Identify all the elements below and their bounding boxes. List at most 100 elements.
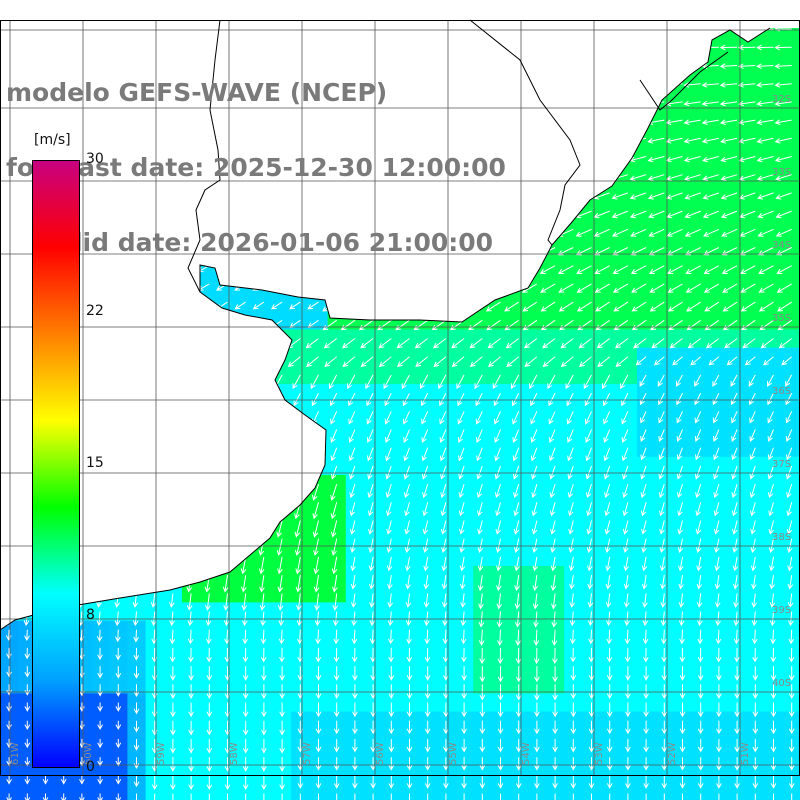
wind-arrow: [621, 411, 629, 425]
wind-arrow: [406, 720, 413, 735]
wind-cell: [546, 329, 565, 349]
wind-cell: [746, 147, 765, 167]
wind-arrow: [512, 447, 520, 462]
wind-arrow: [97, 684, 103, 697]
wind-cell: [709, 111, 729, 130]
wind-arrow: [643, 757, 649, 771]
wind-arrow: [657, 374, 665, 387]
wind-arrow: [115, 702, 122, 712]
wind-arrow: [552, 775, 558, 789]
wind-arrow: [206, 666, 213, 681]
wind-arrow: [479, 647, 485, 665]
wind-arrow: [133, 684, 140, 698]
wind-arrow: [424, 720, 431, 735]
wind-arrow: [565, 374, 574, 390]
wind-cell: [618, 784, 638, 800]
wind-arrow: [730, 374, 738, 387]
wind-arrow: [731, 465, 738, 480]
wind-arrow: [588, 757, 595, 771]
wind-arrow: [315, 684, 322, 700]
wind-arrow: [461, 702, 467, 718]
wind-arrow: [424, 738, 431, 753]
wind-cell: [728, 38, 747, 57]
wind-arrow: [642, 593, 648, 608]
brazil-border: [469, 19, 581, 246]
wind-arrow: [277, 556, 283, 575]
wind-arrow: [440, 520, 447, 535]
wind-cell: [691, 347, 711, 367]
wind-arrow: [79, 702, 85, 712]
wind-arrow: [439, 411, 447, 425]
wind-arrow: [311, 392, 319, 407]
wind-arrow: [570, 684, 577, 700]
wind-arrow: [630, 265, 647, 274]
wind-arrow: [151, 793, 158, 800]
wind-cell: [618, 329, 638, 349]
wind-cell: [491, 329, 511, 349]
wind-arrow: [438, 374, 447, 390]
wind-arrow: [620, 374, 629, 390]
wind-arrow: [769, 575, 775, 590]
wind-arrow: [405, 593, 412, 608]
wind-arrow: [603, 429, 611, 444]
wind-cell: [600, 274, 620, 294]
wind-arrow: [722, 283, 738, 293]
wind-arrow: [261, 757, 267, 772]
wind-arrow: [242, 702, 249, 718]
wind-arrow: [714, 575, 721, 590]
wind-arrow: [531, 502, 538, 517]
wind-cell: [764, 92, 784, 112]
wind-arrow: [787, 556, 793, 572]
wind-arrow: [493, 392, 501, 407]
wind-arrow: [515, 757, 522, 771]
wind-arrow: [676, 483, 683, 499]
wind-arrow: [712, 392, 720, 406]
wind-arrow: [494, 447, 501, 462]
wind-arrow: [752, 738, 759, 753]
wind-arrow: [576, 265, 592, 274]
wind-arrow: [570, 702, 577, 718]
wind-arrow: [629, 192, 647, 200]
wind-cell: [637, 183, 656, 203]
wind-arrow: [242, 775, 249, 791]
wind-arrow: [757, 228, 774, 237]
wind-arrow: [606, 629, 613, 645]
wind-arrow: [261, 702, 267, 718]
wind-arrow: [424, 775, 431, 789]
wind-arrow: [328, 374, 338, 390]
wind-arrow: [715, 629, 722, 645]
wind-arrow: [261, 720, 267, 736]
wind-arrow: [643, 647, 649, 663]
wind-arrow: [678, 611, 685, 627]
wind-cell: [400, 329, 420, 349]
wind-arrow: [568, 556, 575, 572]
wind-arrow: [756, 44, 774, 51]
wind-arrow: [133, 629, 139, 643]
wind-arrow: [677, 520, 683, 535]
wind-arrow: [350, 593, 357, 608]
wind-arrow: [756, 100, 774, 107]
wind-arrow: [740, 283, 756, 293]
wind-arrow: [716, 684, 722, 700]
wind-arrow: [242, 684, 249, 700]
wind-arrow: [279, 775, 285, 791]
wind-cell: [455, 347, 474, 367]
wind-arrow: [511, 392, 520, 407]
wind-arrow: [606, 684, 613, 700]
wind-arrow: [641, 520, 647, 535]
wind-arrow: [234, 301, 246, 310]
wind-arrow: [459, 538, 465, 554]
wind-arrow: [442, 611, 448, 627]
wind-cell: [564, 311, 583, 330]
wind-arrow: [661, 757, 668, 771]
wind-arrow: [188, 666, 194, 681]
wind-arrow: [388, 757, 395, 771]
wind-arrow: [611, 228, 629, 237]
wind-arrow: [578, 338, 592, 349]
wind-arrow: [350, 556, 356, 572]
wind-arrow: [719, 63, 738, 70]
wind-arrow: [297, 775, 304, 789]
wind-arrow: [276, 538, 283, 556]
wind-arrow: [703, 247, 720, 256]
